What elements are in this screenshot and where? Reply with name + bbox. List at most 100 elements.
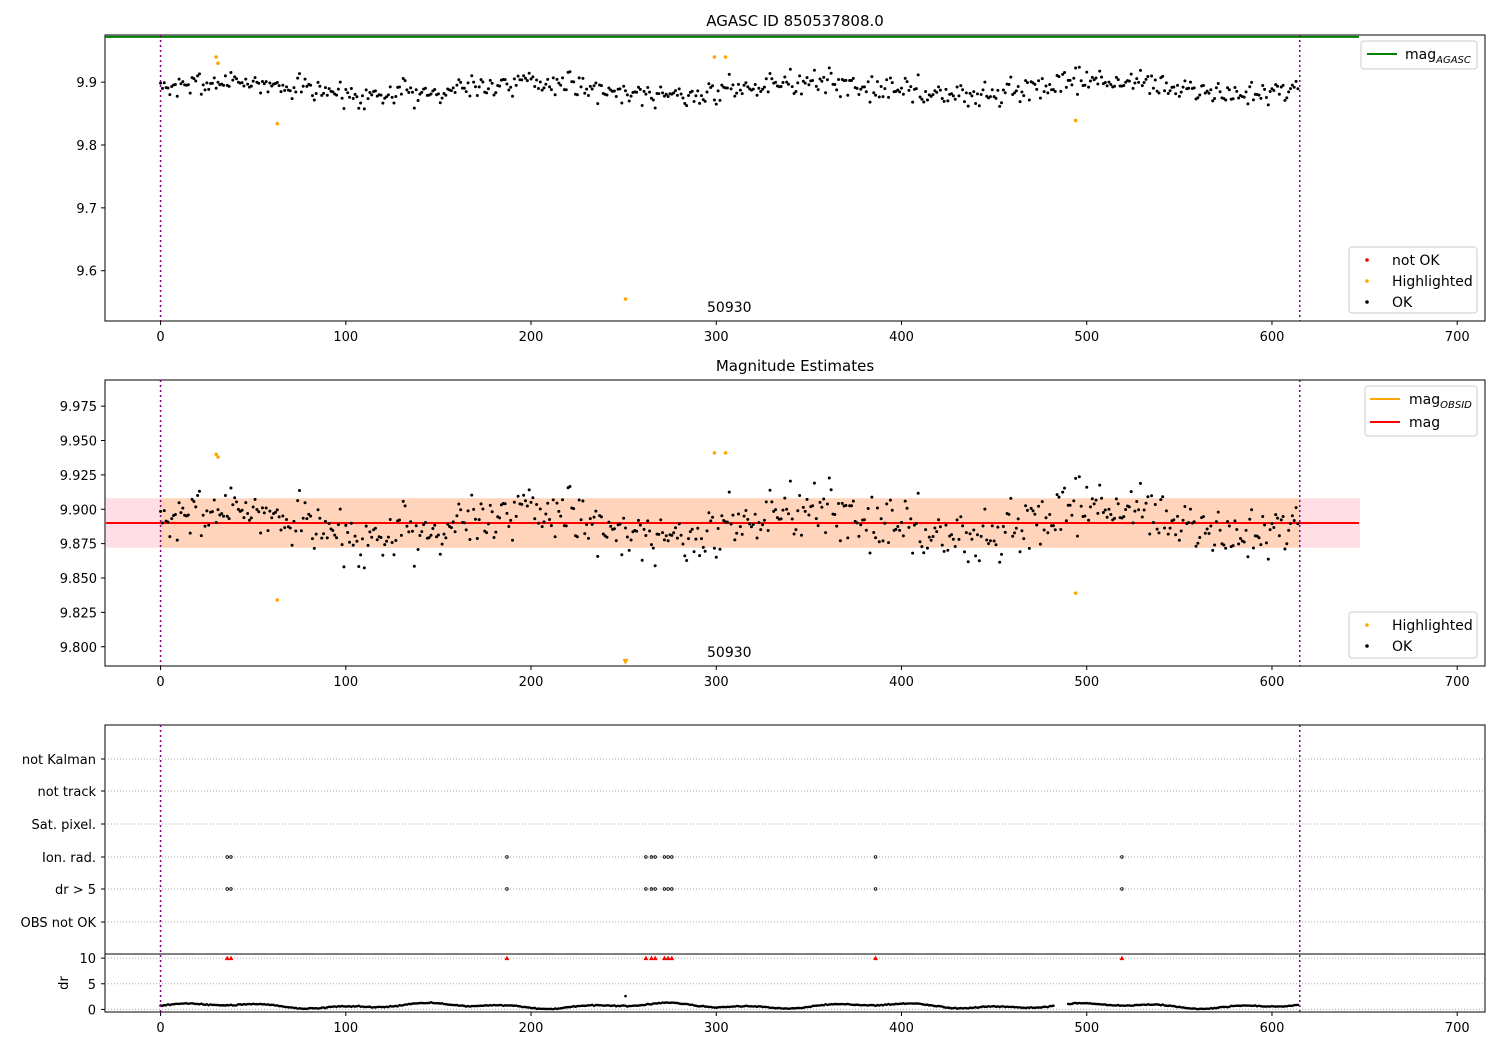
ok-point [318,516,322,520]
ok-point [1283,547,1287,551]
ok-point [661,91,665,95]
ok-point [994,543,998,547]
ok-point [725,520,729,524]
dr-point [681,1002,685,1006]
ok-point [885,78,889,82]
ok-point [1009,75,1013,79]
ok-point [398,518,402,522]
ok-point [1277,534,1281,538]
ok-point [1183,505,1187,509]
ok-point [766,90,770,94]
ok-point [588,84,592,88]
ok-point [696,526,700,530]
dr-point [516,1004,520,1008]
ok-point [177,501,181,505]
dr-point [679,1002,683,1006]
ok-point [1070,83,1074,87]
ok-point [379,93,383,97]
ok-point [1116,502,1120,506]
ok-point [401,77,405,81]
dr-point [531,1006,535,1010]
dr-point [498,1003,501,1007]
dr-point [703,1005,707,1008]
ok-point [1007,512,1011,516]
ok-point [607,520,611,524]
ok-point [866,80,870,84]
ok-point [1087,85,1091,89]
ok-point [1153,502,1157,506]
ok-point [877,95,881,99]
legend-marker [1365,623,1369,627]
flag-point [662,887,667,891]
ok-point [473,85,477,89]
ok-point [331,90,335,94]
highlighted-point [214,55,218,59]
dr-point [366,1005,370,1009]
ok-point [1242,95,1246,99]
ok-point [523,499,527,503]
ok-point [729,522,733,526]
dr-point [833,1002,837,1006]
ok-point [635,529,639,533]
ok-point [679,533,683,537]
legend-box [1360,40,1478,70]
ok-point [803,81,807,85]
ok-point [323,519,327,523]
ok-point [342,565,346,569]
ok-point [718,547,722,551]
ok-point [909,517,913,521]
ok-point [362,566,366,570]
ok-point [222,83,226,87]
dr-point [729,1005,733,1008]
ok-point [811,79,815,83]
ok-point [979,534,983,538]
ok-point [911,100,915,104]
legend-lower: not OK Highlighted OK [1348,246,1478,314]
ok-point [275,80,279,84]
ok-point [970,94,974,98]
ok-point [572,80,576,84]
ok-point [740,92,744,96]
ok-point [279,90,283,94]
ok-point [646,519,650,523]
ok-point [1216,510,1220,514]
dr-point [700,1004,703,1008]
ok-point [466,81,470,85]
ok-point [229,486,233,490]
ok-point [559,83,563,87]
ok-point [255,508,259,512]
ok-point [753,82,757,86]
ok-point [596,102,600,106]
ok-point [1085,485,1089,489]
dr-point [716,1006,720,1009]
dr-tick-label: 10 [79,952,96,967]
flag-row-label: dr > 5 [55,883,96,898]
ok-point [1020,90,1024,94]
ok-point [872,91,876,95]
ok-point [907,525,911,529]
ok-point [805,76,809,80]
ok-point [883,87,887,91]
ok-point [1172,518,1176,522]
ok-point [957,94,961,98]
ok-point [1274,513,1278,517]
dr-point [255,1002,259,1006]
ok-point [883,521,887,525]
dr-point [311,1006,314,1010]
x-tick-label: 700 [1445,330,1470,345]
ok-point [349,521,353,525]
dr-point [731,1005,735,1008]
ok-point [1259,96,1263,100]
ok-point [1051,88,1055,92]
ok-point [1179,529,1183,533]
ok-point [1022,94,1026,98]
ok-point [1166,92,1170,96]
dr-point [1037,1006,1040,1009]
ok-point [1037,79,1041,83]
ok-point [1025,81,1029,85]
ok-point [596,554,600,558]
ok-point [385,95,389,99]
ok-point [862,85,866,89]
ok-point [829,488,833,492]
ok-point [188,531,192,535]
